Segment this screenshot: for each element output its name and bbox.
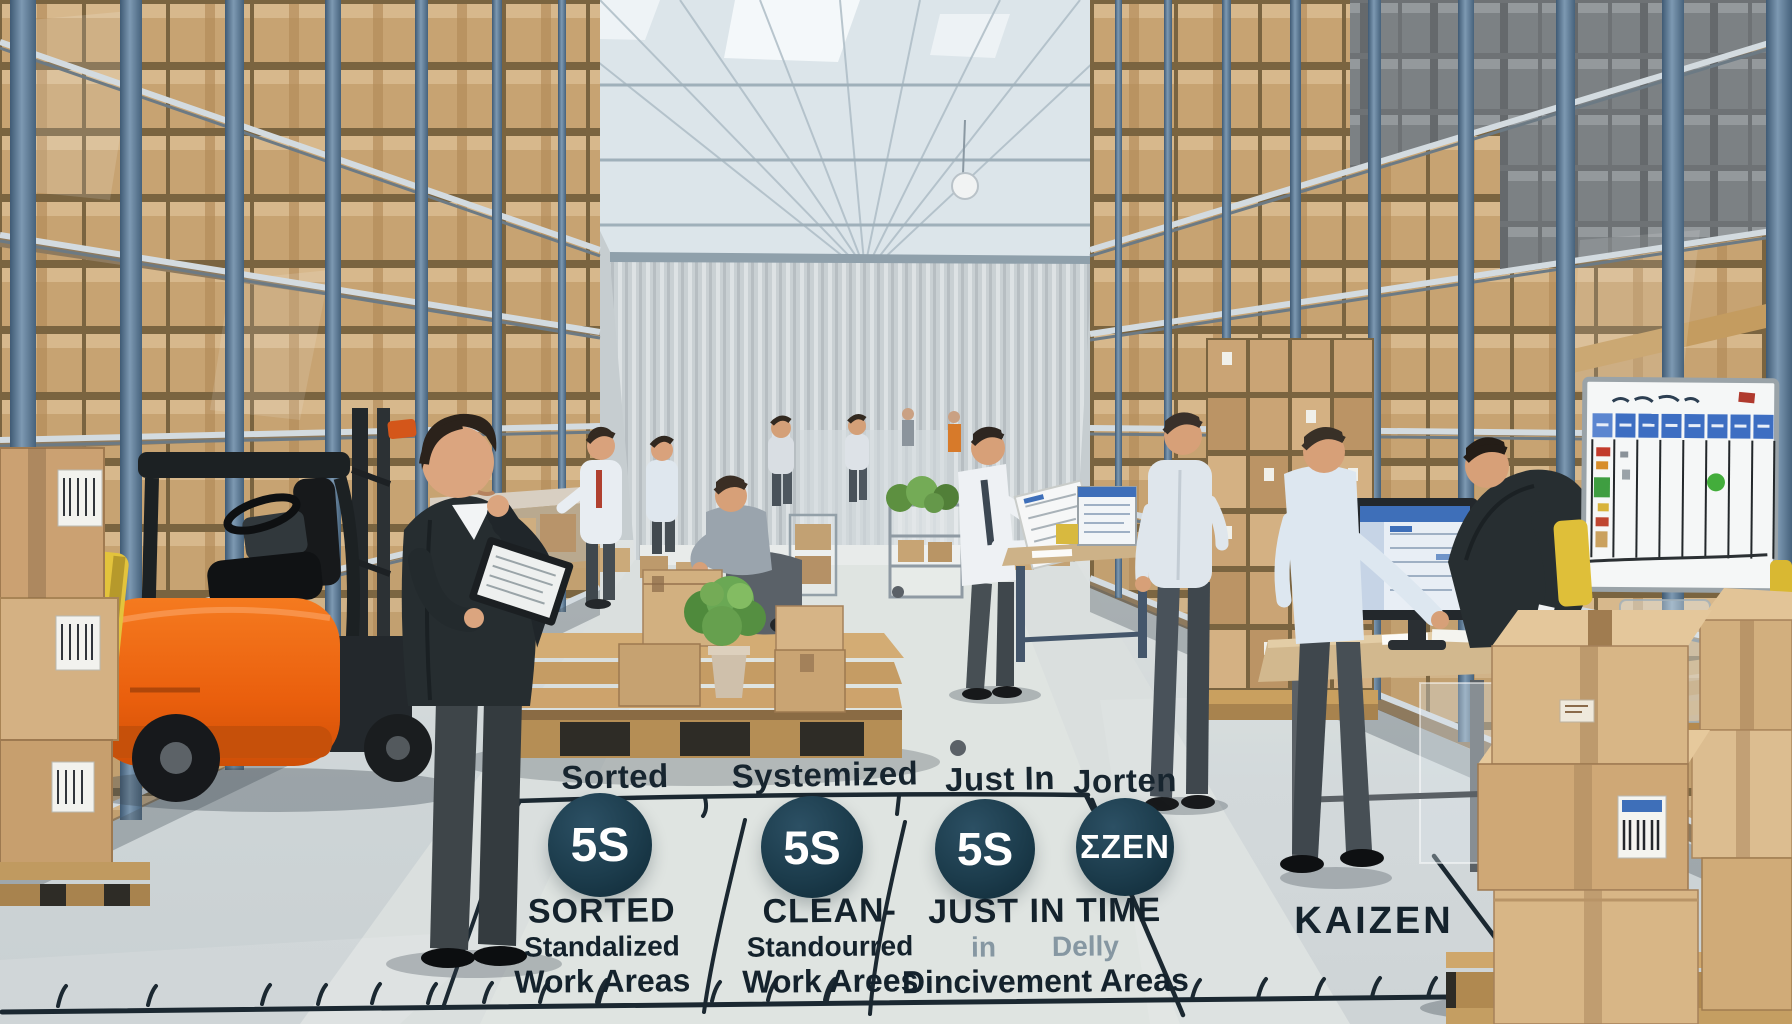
worker-at-stack: [1135, 412, 1229, 815]
work-table-center: [1002, 486, 1160, 662]
section-jit-title: JUST IN TIME: [928, 890, 1162, 932]
badge-zen: ΣZEN: [1076, 798, 1174, 896]
manager-with-clipboard: [386, 413, 574, 978]
section-jit: JUST IN TIME in Delly Dincivement Areas: [901, 890, 1189, 1001]
board-header-cells: [1592, 413, 1774, 439]
section-jit-caption: Dincivement Areas: [901, 961, 1189, 1001]
section-sorted-title: SORTED: [527, 891, 676, 931]
worker-distant-2: [845, 414, 869, 502]
badge-5s-2: 5S: [761, 796, 863, 898]
foreground-box-stacks: [1420, 588, 1792, 1024]
badge-5s-2-label: 5S: [783, 820, 841, 874]
clipboard: [469, 537, 574, 626]
hanging-lamp: [951, 172, 979, 200]
barcode-label: [1617, 795, 1667, 859]
floor-label-sorted: Sorted: [560, 757, 670, 796]
plant-cart: [886, 476, 966, 756]
badge-5s-1-label: 5S: [570, 818, 630, 872]
box-stack-front: [1477, 610, 1712, 1024]
section-sorted: SORTED Standalized Work Areas: [514, 891, 691, 1000]
board-columns: [1590, 439, 1776, 559]
worker-bench-1: [556, 426, 622, 609]
section-clean-subtitle: Standourred: [746, 929, 914, 963]
badge-zen-label: ΣZEN: [1080, 828, 1170, 865]
floor-label-jorten: Jorten: [1072, 761, 1178, 800]
box-stack-right: [1691, 588, 1792, 1011]
truss-chords: [540, 83, 1160, 227]
section-jit-subtitle-a: in: [970, 931, 997, 963]
floor-label-just-in: Just In: [944, 759, 1056, 798]
forklift: [75, 408, 465, 812]
board-chips: [1593, 447, 1725, 548]
rack-guard-right-1: [1553, 519, 1593, 607]
section-sorted-caption: Work Areas: [514, 962, 691, 1000]
section-kaizen-title: KAIZEN: [1294, 900, 1454, 942]
badge-5s-3: 5S: [935, 799, 1035, 899]
kanban-whiteboard: [1580, 376, 1780, 594]
section-sorted-subtitle: Standalized: [524, 930, 680, 963]
worker-at-desk: [1274, 427, 1449, 889]
center-pallet-group: [460, 475, 940, 786]
worker-distant-1: [768, 415, 794, 506]
badge-5s-3-label: 5S: [956, 823, 1014, 875]
pallet-boxes: [618, 569, 846, 713]
floor-label-systemized: Systemized: [731, 754, 919, 795]
left-box-stack: [0, 447, 150, 906]
badge-5s-1: 5S: [548, 793, 652, 897]
potted-plant: [684, 576, 766, 698]
board-title-scribble: [1611, 394, 1700, 404]
section-clean-title: CLEAN-: [762, 891, 898, 931]
section-clean-caption: Work Arees: [742, 962, 919, 1000]
worker-bench-2: [646, 435, 678, 554]
section-clean: CLEAN- Standourred Work Arees: [742, 891, 919, 1000]
section-jit-subtitle-b: Delly: [1051, 930, 1120, 962]
